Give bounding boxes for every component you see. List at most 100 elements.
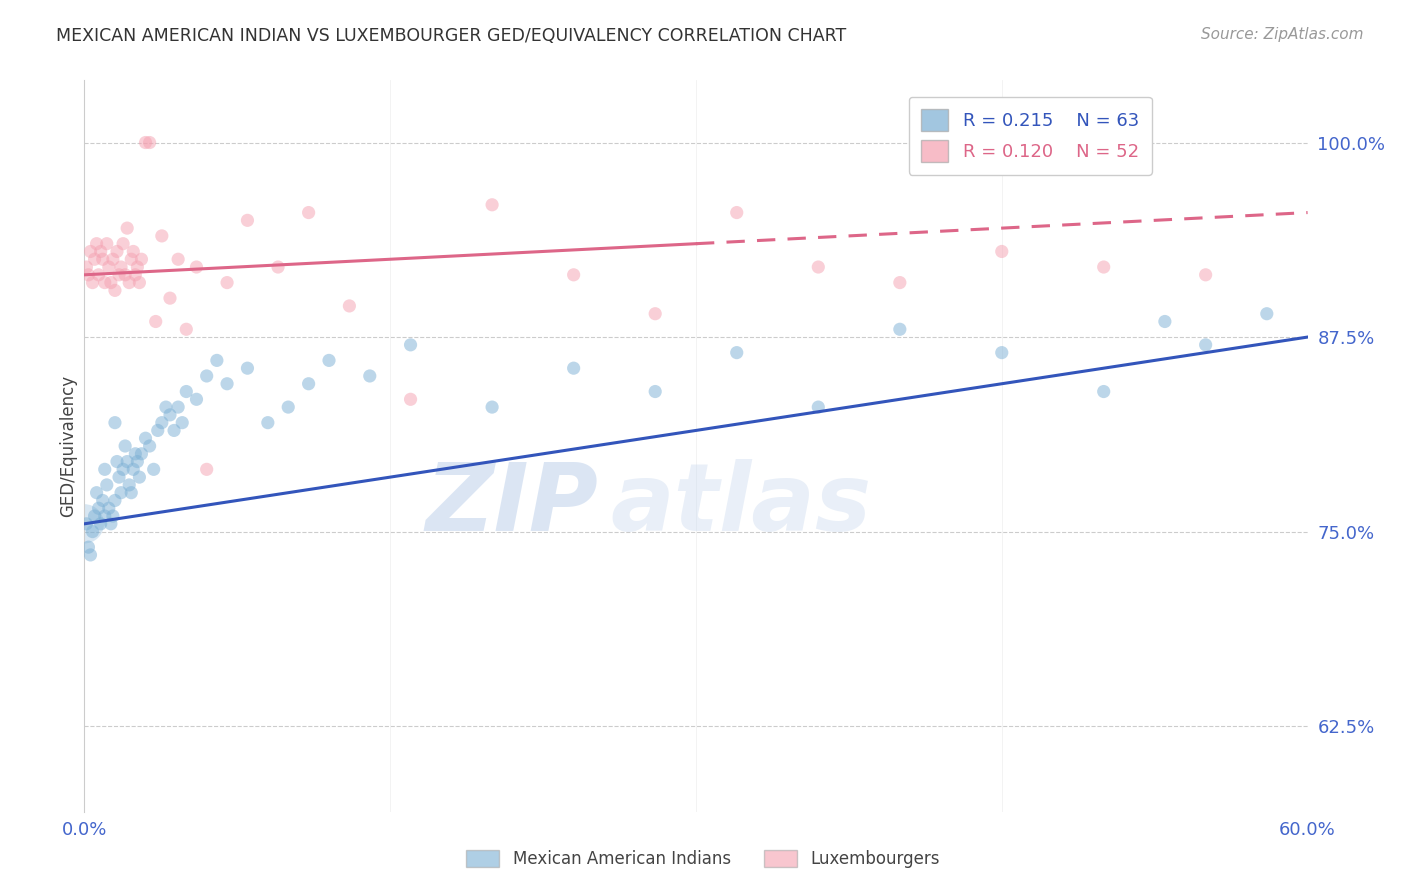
- Point: [1195, 338, 1218, 352]
- Point: [82, 524, 104, 539]
- Point: [644, 307, 666, 321]
- Point: [481, 198, 503, 212]
- Point: [96, 478, 118, 492]
- Point: [90, 244, 112, 259]
- Point: [105, 454, 128, 468]
- Point: [100, 276, 122, 290]
- Point: [93, 509, 115, 524]
- Point: [1195, 268, 1218, 282]
- Point: [118, 478, 141, 492]
- Point: [298, 376, 321, 391]
- Point: [110, 485, 132, 500]
- Point: [115, 454, 138, 468]
- Point: [205, 353, 228, 368]
- Point: [339, 299, 361, 313]
- Point: [991, 345, 1014, 359]
- Point: [100, 516, 122, 531]
- Point: [110, 260, 132, 274]
- Point: [142, 462, 165, 476]
- Point: [73, 516, 96, 531]
- Point: [318, 353, 340, 368]
- Point: [79, 548, 101, 562]
- Point: [150, 416, 173, 430]
- Point: [167, 252, 190, 267]
- Point: [75, 516, 97, 531]
- Point: [174, 384, 197, 399]
- Point: [1092, 384, 1115, 399]
- Point: [138, 439, 160, 453]
- Point: [1092, 260, 1115, 274]
- Point: [114, 268, 136, 282]
- Point: [112, 462, 135, 476]
- Point: [131, 252, 153, 267]
- Point: [1256, 307, 1278, 321]
- Point: [257, 416, 280, 430]
- Point: [82, 276, 104, 290]
- Point: [236, 213, 259, 227]
- Point: [120, 485, 142, 500]
- Point: [195, 462, 218, 476]
- Point: [163, 424, 186, 438]
- Text: ZIP: ZIP: [425, 458, 598, 550]
- Point: [83, 252, 105, 267]
- Point: [217, 376, 239, 391]
- Point: [118, 276, 141, 290]
- Legend: R = 0.215    N = 63, R = 0.120    N = 52: R = 0.215 N = 63, R = 0.120 N = 52: [908, 96, 1152, 175]
- Point: [807, 260, 830, 274]
- Point: [562, 361, 585, 376]
- Point: [991, 244, 1014, 259]
- Text: atlas: atlas: [610, 458, 872, 550]
- Point: [399, 392, 422, 407]
- Legend: Mexican American Indians, Luxembourgers: Mexican American Indians, Luxembourgers: [460, 843, 946, 875]
- Point: [135, 431, 157, 445]
- Point: [104, 493, 127, 508]
- Point: [104, 284, 127, 298]
- Point: [115, 221, 138, 235]
- Point: [77, 540, 100, 554]
- Point: [131, 447, 153, 461]
- Point: [83, 509, 105, 524]
- Point: [122, 244, 145, 259]
- Point: [93, 276, 115, 290]
- Point: [298, 205, 321, 219]
- Point: [807, 400, 830, 414]
- Point: [155, 400, 177, 414]
- Y-axis label: GED/Equivalency: GED/Equivalency: [59, 375, 77, 517]
- Point: [96, 236, 118, 251]
- Point: [108, 268, 131, 282]
- Point: [267, 260, 290, 274]
- Point: [644, 384, 666, 399]
- Point: [87, 268, 110, 282]
- Point: [150, 228, 173, 243]
- Text: MEXICAN AMERICAN INDIAN VS LUXEMBOURGER GED/EQUIVALENCY CORRELATION CHART: MEXICAN AMERICAN INDIAN VS LUXEMBOURGER …: [56, 27, 846, 45]
- Point: [79, 244, 101, 259]
- Point: [889, 322, 911, 336]
- Point: [889, 276, 911, 290]
- Point: [138, 136, 160, 150]
- Point: [90, 516, 112, 531]
- Point: [105, 244, 128, 259]
- Point: [77, 268, 100, 282]
- Point: [159, 291, 181, 305]
- Point: [127, 454, 149, 468]
- Point: [481, 400, 503, 414]
- Point: [128, 276, 150, 290]
- Point: [124, 268, 146, 282]
- Point: [1154, 314, 1177, 328]
- Point: [127, 260, 149, 274]
- Point: [91, 493, 114, 508]
- Point: [277, 400, 299, 414]
- Point: [124, 447, 146, 461]
- Point: [195, 368, 218, 383]
- Point: [172, 416, 194, 430]
- Point: [75, 260, 97, 274]
- Point: [359, 368, 381, 383]
- Point: [101, 252, 124, 267]
- Point: [167, 400, 190, 414]
- Point: [86, 485, 108, 500]
- Point: [86, 236, 108, 251]
- Point: [236, 361, 259, 376]
- Point: [93, 462, 115, 476]
- Point: [725, 345, 748, 359]
- Point: [97, 501, 120, 516]
